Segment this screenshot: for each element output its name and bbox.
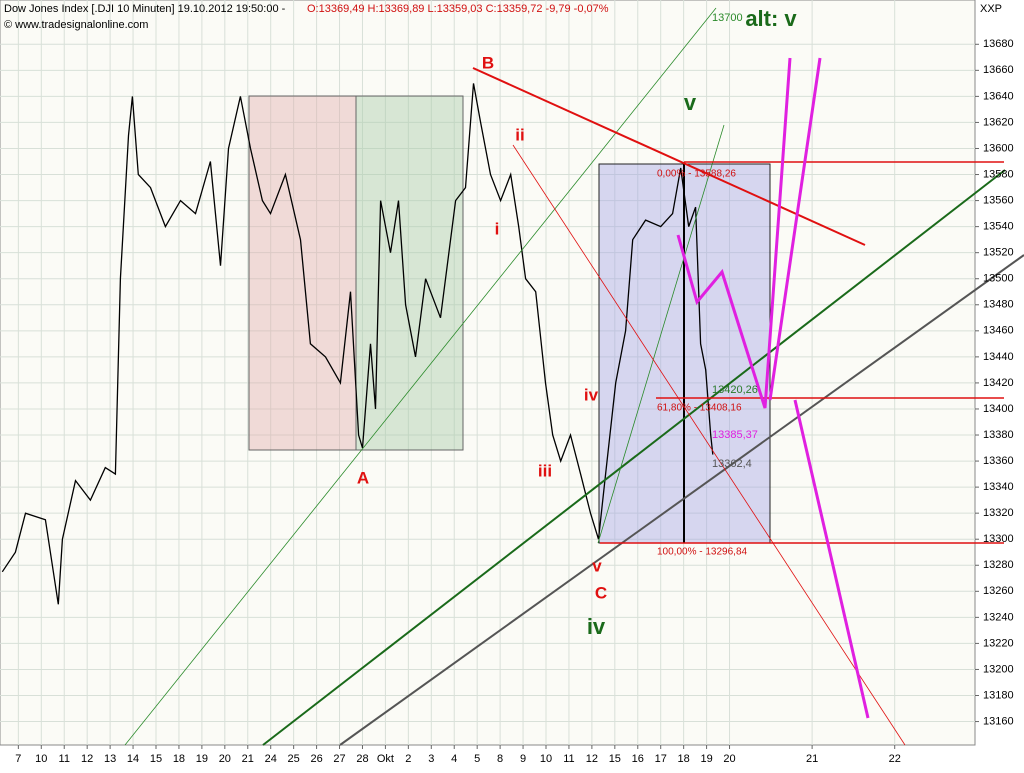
x-tick-label: 27 [333, 753, 345, 765]
x-tick-label: 15 [609, 753, 621, 765]
y-tick-label: 13660 [983, 64, 1014, 76]
price-line [1, 83, 714, 605]
wave-label: C [595, 583, 607, 602]
x-tick-label: 21 [806, 753, 818, 765]
x-tick-label: 25 [288, 753, 300, 765]
trend-line [512, 144, 906, 746]
level-label: 13385,37 [712, 429, 758, 441]
y-tick-label: 13480 [983, 299, 1014, 311]
x-tick-label: 17 [655, 753, 667, 765]
y-tick-label: 13500 [983, 273, 1014, 285]
x-tick-label: 7 [15, 753, 21, 765]
fib-label: 0,00% - 13588,26 [657, 169, 736, 180]
x-tick-label: 12 [586, 753, 598, 765]
wave-label: alt: v [745, 6, 797, 31]
y-tick-label: 13300 [983, 533, 1014, 545]
subtitle: O:13369,49 H:13369,89 L:13359,03 C:13359… [307, 3, 609, 15]
y-tick-label: 13440 [983, 351, 1014, 363]
trend-line [262, 169, 1006, 746]
x-tick-label: 20 [219, 753, 231, 765]
y-tick-label: 13380 [983, 429, 1014, 441]
x-tick-label: 19 [700, 753, 712, 765]
y-tick-label: 13280 [983, 559, 1014, 571]
x-tick-label: 11 [563, 753, 574, 765]
y-tick-label: 13220 [983, 637, 1014, 649]
range-box [355, 95, 464, 451]
x-tick-label: 11 [59, 753, 70, 765]
level-label: 13362,4 [712, 458, 752, 470]
x-tick-label: 13 [104, 753, 116, 765]
y-tick-label: 13420 [983, 377, 1014, 389]
y-tick-label: 13340 [983, 481, 1014, 493]
x-tick-label: 5 [474, 753, 480, 765]
x-tick-label: 10 [35, 753, 47, 765]
y-tick-label: 13540 [983, 221, 1014, 233]
x-tick-label: 16 [632, 753, 644, 765]
trend-line [339, 254, 1024, 746]
projection [676, 57, 792, 409]
x-tick-label: 21 [242, 753, 254, 765]
y-tick-label: 13240 [983, 611, 1014, 623]
x-tick-label: Okt [377, 753, 394, 765]
y-tick-label: 13160 [983, 715, 1014, 727]
trend-line [472, 67, 866, 246]
x-tick-label: 15 [150, 753, 162, 765]
wave-label: B [482, 53, 494, 72]
drawings [124, 7, 1024, 746]
x-tick-label: 24 [265, 753, 277, 765]
y-tick-label: 13560 [983, 194, 1014, 206]
y-tick-label: 13640 [983, 90, 1014, 102]
y-tick-label: 13620 [983, 116, 1014, 128]
wave-label: iii [538, 461, 552, 480]
y-tick-label: 13200 [983, 663, 1014, 675]
wave-label: iv [584, 385, 599, 404]
y-tick-label: 13320 [983, 507, 1014, 519]
level-label: 13420,26 [712, 384, 758, 396]
x-tick-label: 10 [540, 753, 552, 765]
source: © www.tradesignalonline.com [4, 19, 148, 31]
y-tick-label: 13400 [983, 403, 1014, 415]
x-tick-label: 19 [196, 753, 208, 765]
wave-label: A [357, 468, 369, 487]
x-tick-label: 3 [428, 753, 434, 765]
level-label: 13700 [712, 12, 743, 24]
x-tick-label: 22 [889, 753, 901, 765]
x-tick-label: 2 [405, 753, 411, 765]
trend-line [124, 7, 717, 746]
x-tick-label: 20 [723, 753, 735, 765]
y-tick-label: 13580 [983, 168, 1014, 180]
x-tick-label: 4 [451, 753, 457, 765]
x-tick-label: 8 [497, 753, 503, 765]
y-tick-label: 13600 [983, 142, 1014, 154]
x-tick-label: 18 [678, 753, 690, 765]
x-tick-label: 18 [173, 753, 185, 765]
y-tick-label: 13460 [983, 325, 1014, 337]
wave-label: ii [515, 125, 524, 144]
fib-label: 100,00% - 13296,84 [657, 547, 748, 558]
x-tick-label: 28 [356, 753, 368, 765]
x-tick-label: 9 [520, 753, 526, 765]
wave-label: iv [587, 614, 606, 639]
x-tick-label: 12 [81, 753, 93, 765]
wave-label: v [684, 90, 697, 115]
x-tick-label: 14 [127, 753, 139, 765]
x-tick-label: 26 [310, 753, 322, 765]
projection [793, 399, 870, 719]
y-tick-label: 13360 [983, 455, 1014, 467]
wave-label: v [592, 556, 602, 575]
range-box [248, 95, 357, 451]
title: Dow Jones Index [.DJI 10 Minuten] 19.10.… [4, 3, 286, 15]
projection [768, 57, 822, 401]
y-tick-label: 13680 [983, 38, 1014, 50]
y-tick-label: 13180 [983, 689, 1014, 701]
y-tick-label: 13520 [983, 247, 1014, 259]
y-tick-label: 13260 [983, 585, 1014, 597]
axis-label: XXP [980, 3, 1002, 15]
fib-label: 61,80% - 13408,16 [657, 403, 742, 414]
plot-area [0, 0, 976, 746]
wave-label: i [495, 219, 500, 238]
trend-line [597, 124, 725, 544]
